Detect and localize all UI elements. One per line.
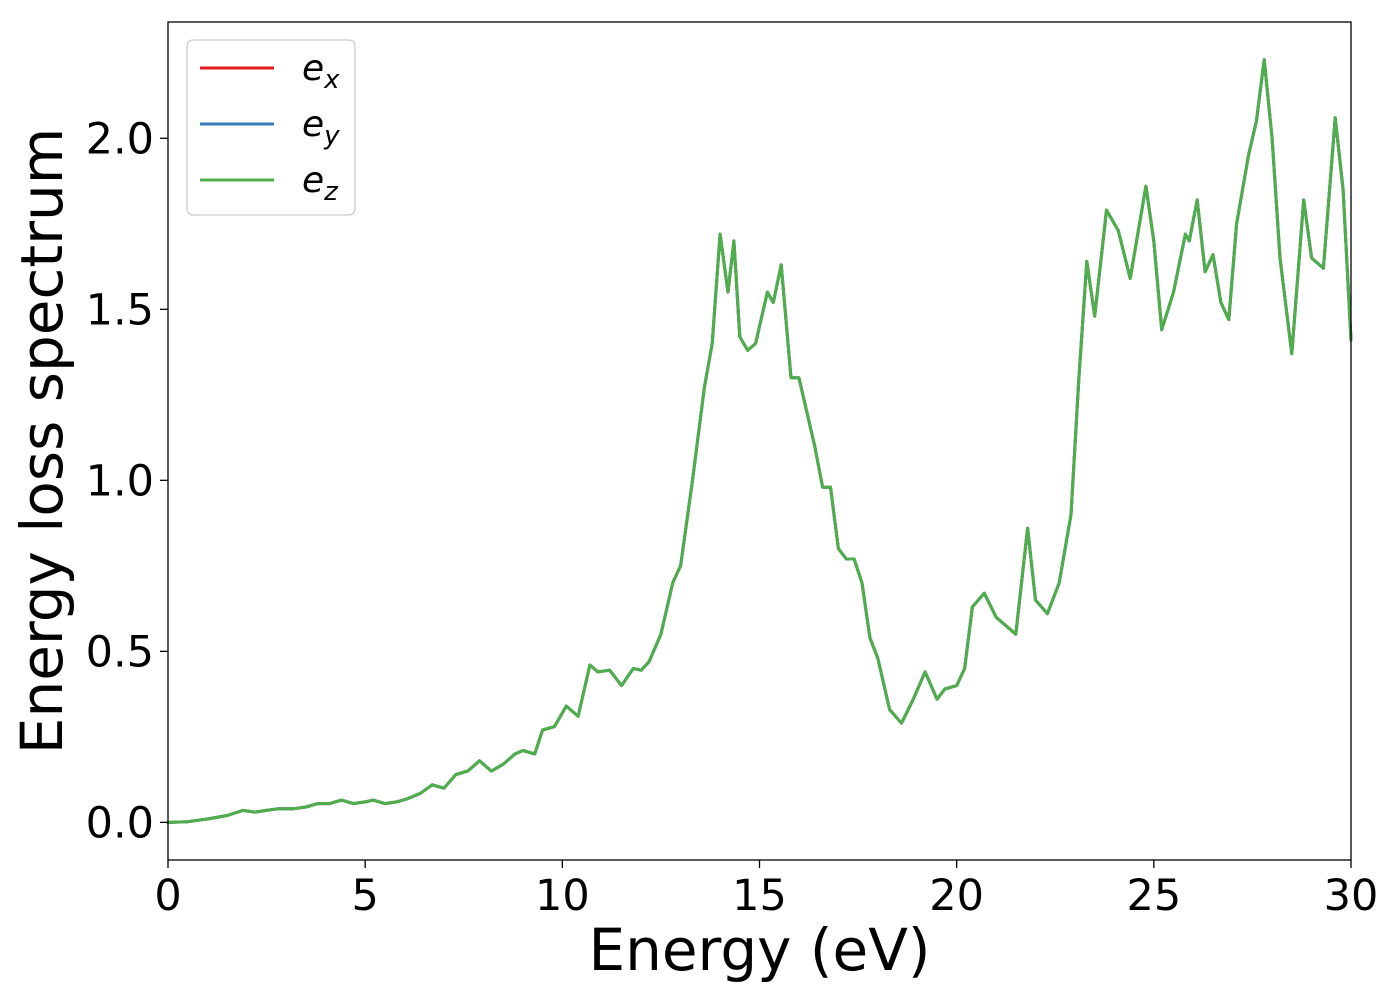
x-tick-label: 10 [535,871,590,921]
x-tick-label: 30 [1324,871,1379,921]
y-axis-label: Energy loss spectrum [8,128,76,754]
legend-label-e-y: ey [302,104,340,151]
legend-label-e-z: ez [302,160,339,207]
legend: ex ey ez [186,39,356,216]
x-tick-label: 5 [351,871,378,921]
y-tick-label: 2.0 [86,114,154,164]
x-axis: 0 5 10 15 20 25 30 [154,860,1378,921]
y-tick-label: 1.5 [86,285,154,335]
legend-label-e-x: ex [302,48,340,95]
y-tick-label: 0.5 [86,627,154,677]
x-tick-label: 15 [732,871,787,921]
x-tick-label: 0 [154,871,181,921]
x-tick-label: 20 [929,871,984,921]
x-tick-label: 25 [1126,871,1181,921]
series-line-e-z [166,58,1353,824]
legend-box [186,39,356,216]
y-tick-label: 0.0 [86,798,154,848]
x-axis-label: Energy (eV) [588,916,930,984]
y-axis: 0.0 0.5 1.0 1.5 2.0 [86,114,168,848]
plot-lines [166,58,1353,824]
y-tick-label: 1.0 [86,456,154,506]
